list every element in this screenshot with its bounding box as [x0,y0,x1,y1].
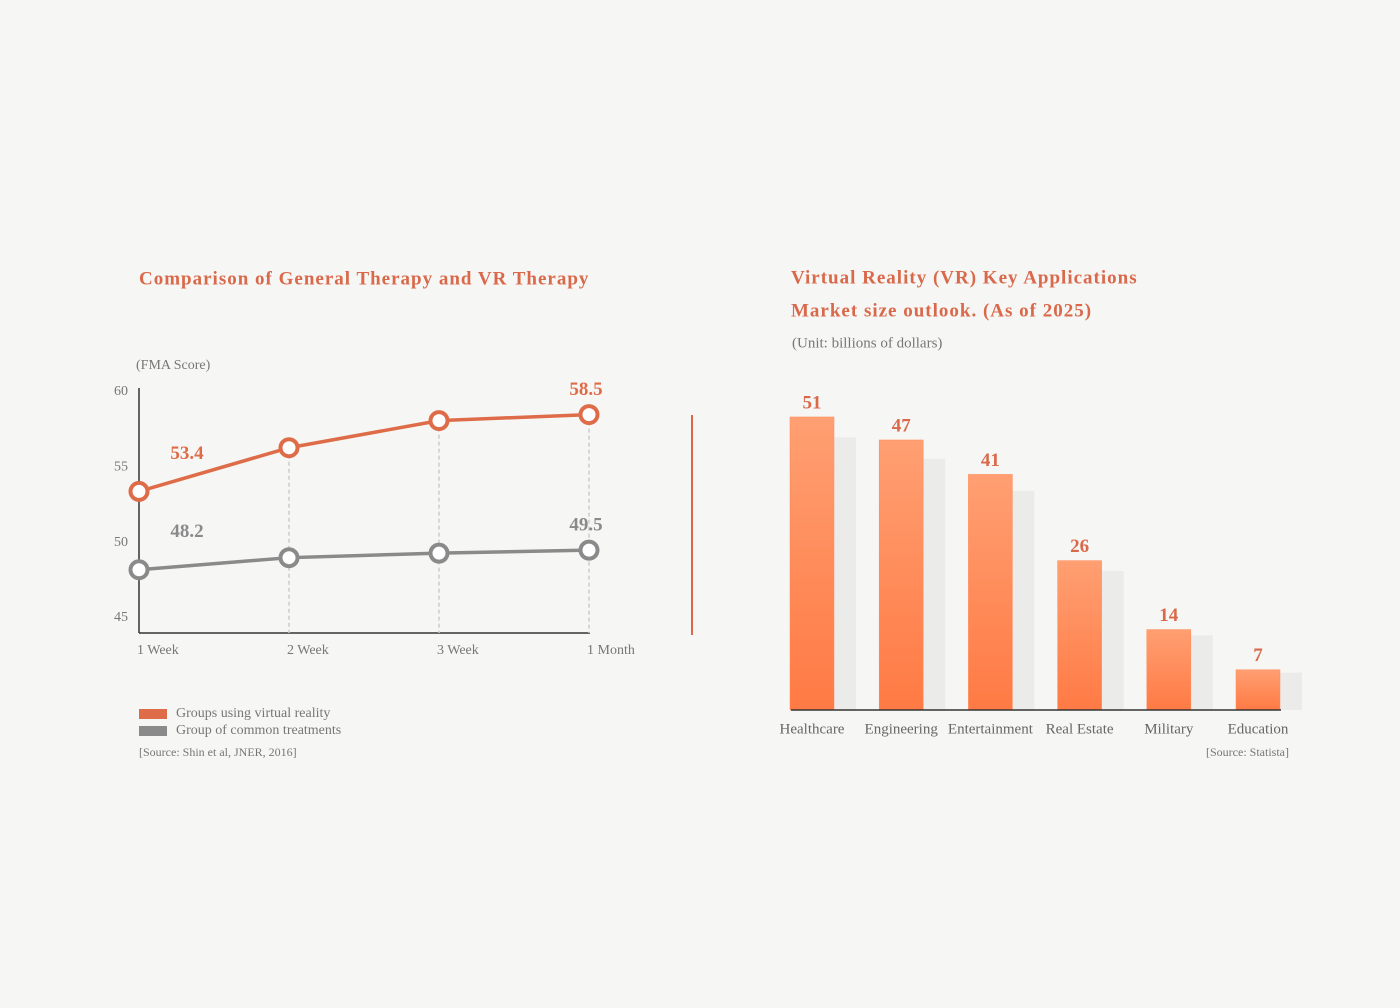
line [138,412,590,494]
line [138,548,590,572]
x-tick-label: 2 Week [287,643,329,658]
bar [968,474,1013,711]
source: [Source: Shin et al, JNER, 2016] [139,745,297,759]
x-tick-label: Engineering [865,721,939,737]
data-label: 7 [1253,645,1263,666]
x-tick-label: Real Estate [1046,721,1114,737]
x-tick-label: 1 Month [587,643,635,658]
y-tick-label: 45 [114,610,128,625]
legend-label: Group of common treatments [176,723,341,738]
point [428,542,450,564]
data-label: 48.2 [170,521,203,542]
point [578,539,600,561]
point [278,547,300,569]
data-label: 14 [1159,605,1179,626]
y-tick-label: 50 [114,535,128,550]
data-label: 26 [1070,536,1089,557]
y-axis-label: (FMA Score) [136,358,211,373]
y-tick-label: 60 [114,384,128,399]
legend-label: Groups using virtual reality [176,706,330,721]
x-tick-label: Military [1144,721,1194,737]
point [578,404,600,426]
data-label: 51 [803,392,822,413]
point [278,437,300,459]
y-tick-label: 55 [114,460,128,475]
bar [1235,669,1281,711]
bar [1057,560,1102,711]
legend-swatch [139,709,167,719]
data-label: 49.5 [569,515,602,536]
data-label: 47 [892,415,912,436]
point [128,480,150,502]
point [428,410,450,432]
subtitle: (Unit: billions of dollars) [792,335,942,351]
chart-title: Market size outlook. (As of 2025) [791,300,1092,321]
data-label: 58.5 [569,379,602,400]
chart-title: Virtual Reality (VR) Key Applications [791,267,1138,288]
bar [1146,629,1192,711]
x-tick-label: 1 Week [137,643,179,658]
bar [878,439,924,711]
x-tick-label: Healthcare [780,721,845,737]
x-tick-label: Education [1228,721,1289,737]
legend-swatch [139,726,167,736]
source: [Source: Statista] [1206,745,1289,759]
x-tick-label: 3 Week [437,643,479,658]
point [128,559,150,581]
data-label: 41 [981,450,1000,471]
data-label: 53.4 [170,443,204,464]
bar [789,416,835,711]
chart-title: Comparison of General Therapy and VR The… [139,268,589,289]
x-tick-label: Entertainment [948,721,1034,737]
